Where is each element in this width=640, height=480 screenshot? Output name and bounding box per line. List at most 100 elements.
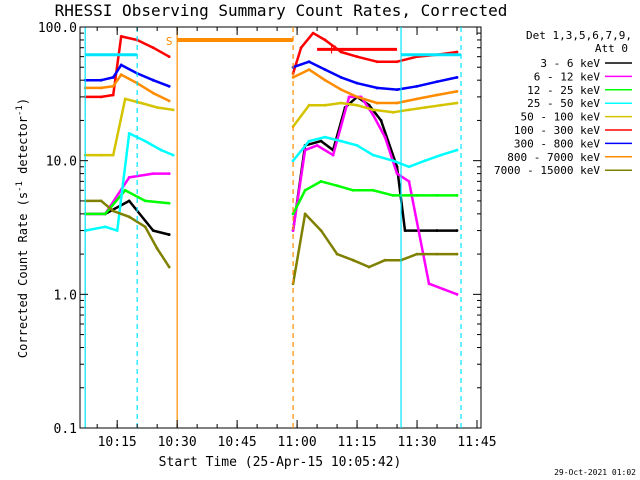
data-point: [171, 108, 175, 112]
flare-annotation: F: [330, 43, 337, 56]
data-point: [427, 282, 431, 286]
data-point: [311, 31, 315, 35]
data-point: [403, 229, 407, 232]
data-point: [435, 80, 439, 84]
data-point: [291, 229, 295, 232]
data-point: [455, 193, 459, 197]
data-point: [307, 103, 311, 107]
data-point: [303, 188, 307, 192]
data-point: [415, 193, 419, 197]
data-point: [439, 103, 443, 107]
data-point: [323, 68, 327, 72]
data-point: [347, 95, 351, 99]
data-point: [355, 95, 359, 99]
x-tick-label: 10:45: [218, 435, 257, 450]
data-point: [339, 88, 343, 92]
data-point: [111, 93, 115, 97]
data-point: [323, 38, 327, 42]
y-axis-label: Corrected Count Rate (s-1 detector-1): [15, 98, 30, 358]
data-point: [111, 84, 115, 88]
legend-label: 300 - 800 keV: [514, 137, 600, 150]
data-point: [415, 252, 419, 256]
data-point: [99, 199, 103, 203]
data-point: [351, 188, 355, 192]
footer-date: 29-Oct-2021 01:02: [554, 468, 636, 477]
data-point: [339, 75, 343, 79]
data-point: [299, 46, 303, 50]
data-point: [127, 199, 131, 203]
data-point: [455, 50, 459, 54]
x-tick-label: 10:30: [158, 435, 197, 450]
data-point: [335, 252, 339, 256]
data-point: [319, 229, 323, 232]
data-point: [435, 93, 439, 97]
legend-header-detectors: Det 1,3,5,6,7,9,: [526, 29, 632, 42]
data-point: [127, 215, 131, 219]
data-point: [415, 97, 419, 101]
data-point: [395, 60, 399, 64]
data-point: [323, 78, 327, 82]
data-point: [111, 209, 115, 213]
data-point: [455, 252, 459, 256]
data-point: [455, 75, 459, 79]
data-point: [303, 148, 307, 152]
series-line: [85, 199, 171, 268]
data-point: [111, 153, 115, 157]
y-axis-label-sup-1: -1: [15, 181, 25, 192]
data-point: [351, 258, 355, 262]
data-point: [167, 172, 171, 176]
data-point: [371, 108, 375, 112]
data-point: [367, 265, 371, 269]
data-point: [171, 153, 175, 157]
data-point: [455, 229, 459, 232]
y-tick-label: 10.0: [46, 155, 77, 170]
data-point: [407, 179, 411, 183]
data-point: [151, 78, 155, 82]
data-point: [143, 225, 147, 229]
series-line: [85, 97, 174, 157]
data-point: [167, 265, 171, 269]
data-point: [155, 106, 159, 109]
data-point: [139, 101, 143, 105]
data-point: [291, 159, 295, 163]
data-point: [307, 68, 311, 72]
data-point: [395, 172, 399, 176]
data-point: [119, 35, 123, 38]
series-line: [291, 95, 458, 296]
data-point: [435, 229, 439, 232]
data-point: [395, 165, 399, 169]
plot-frame: [79, 26, 482, 429]
data-point: [455, 89, 459, 93]
x-tick-label: 11:30: [397, 435, 436, 450]
data-point: [375, 86, 379, 90]
legend-label: 50 - 100 keV: [521, 111, 601, 124]
data-marks: [83, 31, 459, 296]
data-point: [151, 91, 155, 95]
data-point: [127, 175, 131, 179]
x-axis-label: Start Time (25-Apr-15 10:05:42): [159, 455, 402, 470]
observing-markers: SF: [84, 27, 462, 428]
data-point: [407, 165, 411, 169]
axes: 10:15 10:30 10:45 11:00 11:15 11:30 11:45 0.1 1.…: [38, 21, 497, 450]
data-point: [355, 81, 359, 85]
data-point: [423, 159, 427, 163]
data-point: [435, 193, 439, 197]
series-line: [291, 212, 457, 284]
data-point: [339, 101, 343, 105]
data-point: [415, 84, 419, 88]
data-point: [307, 60, 311, 64]
data-point: [303, 212, 307, 216]
data-point: [151, 229, 155, 232]
data-point: [439, 153, 443, 157]
data-point: [455, 148, 459, 152]
legend-label: 100 - 300 keV: [514, 124, 600, 137]
data-point: [391, 159, 395, 163]
data-point: [99, 95, 103, 99]
data-point: [151, 172, 155, 176]
data-point: [339, 139, 343, 143]
y-axis-label-sup-2: -1: [15, 105, 25, 116]
legend-label: 7000 - 15000 keV: [494, 164, 600, 177]
x-tick-label: 10:15: [98, 435, 137, 450]
data-point: [119, 73, 123, 77]
